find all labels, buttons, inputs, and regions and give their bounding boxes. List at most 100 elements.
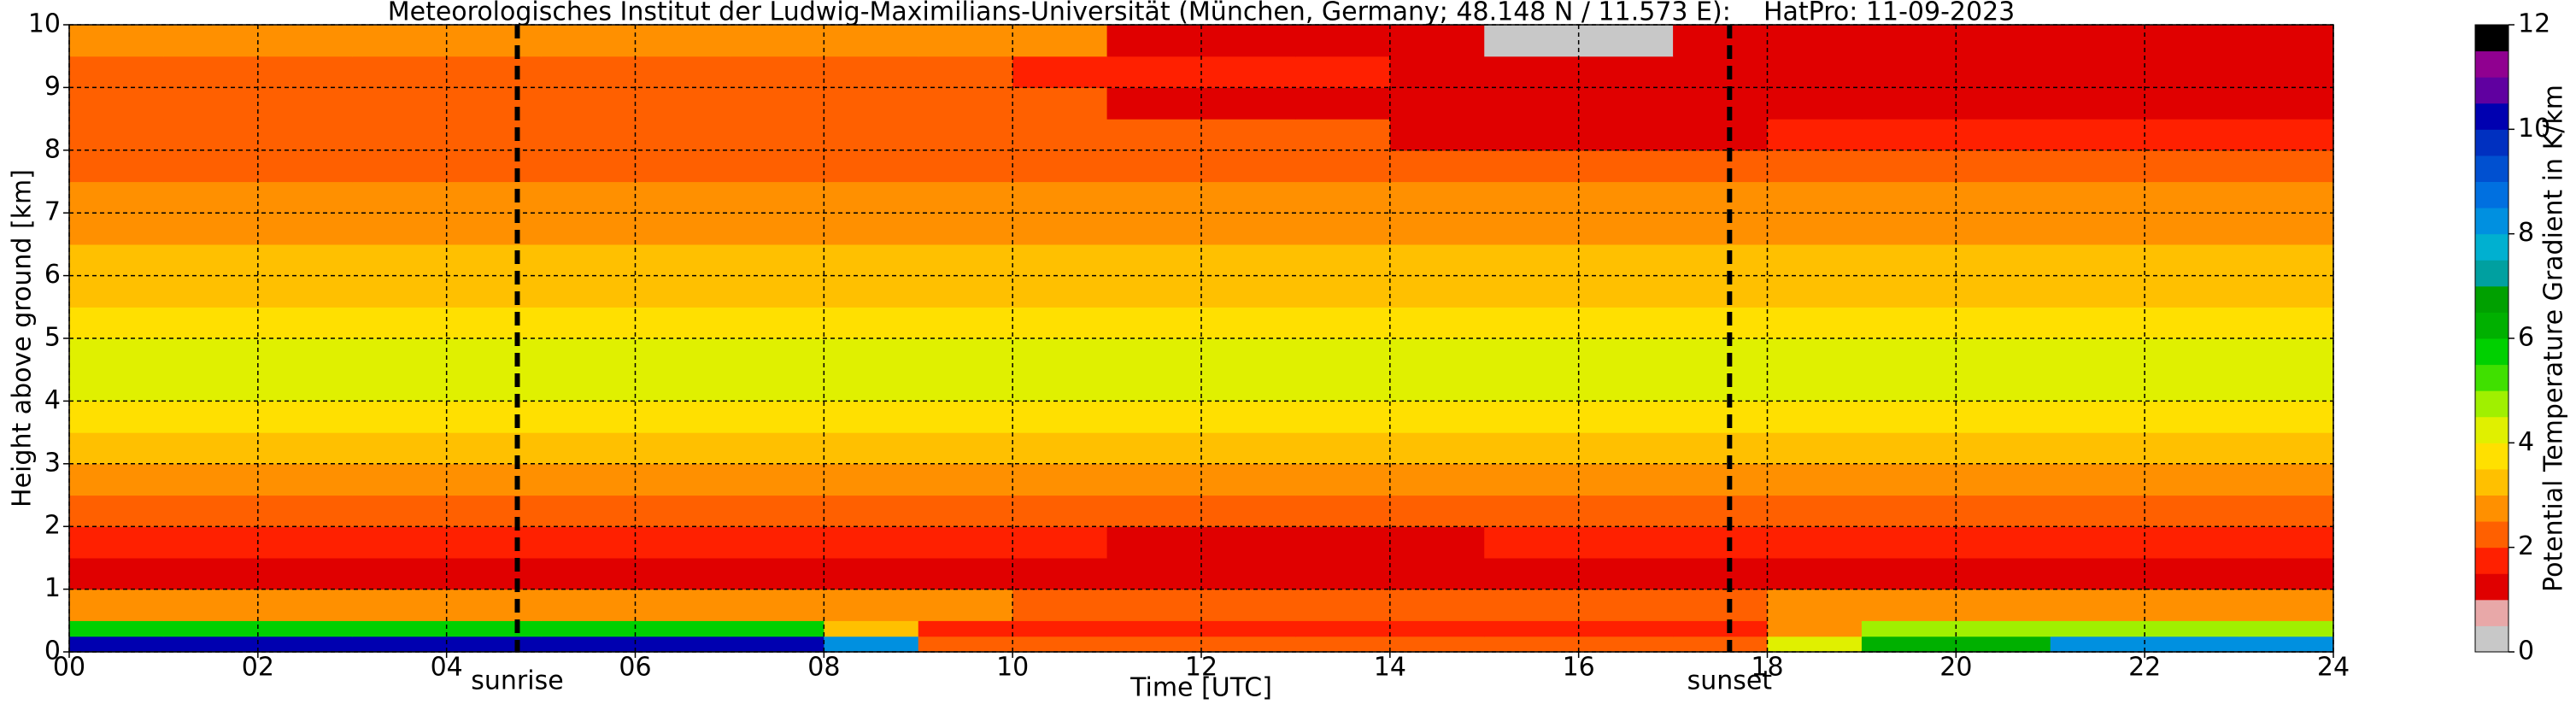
- y-tick-label: 6: [44, 260, 61, 290]
- heatmap-cell: [446, 119, 542, 151]
- heatmap-cell: [257, 119, 353, 151]
- heatmap-cell: [729, 463, 824, 496]
- heatmap-cell: [2239, 25, 2334, 57]
- heatmap-cell: [1106, 636, 1202, 653]
- heatmap-cell: [2050, 432, 2145, 465]
- heatmap-cell: [1012, 307, 1108, 339]
- heatmap-cell: [824, 432, 919, 465]
- heatmap-cell: [918, 526, 1013, 559]
- heatmap-cell: [1767, 87, 1863, 120]
- heatmap-cell: [1484, 87, 1580, 120]
- x-tick-label: 14: [1374, 653, 1406, 683]
- heatmap-cell: [824, 119, 919, 151]
- colorbar-swatch: [2475, 573, 2509, 601]
- colorbar-swatch: [2475, 443, 2509, 470]
- heatmap-cell: [541, 589, 637, 621]
- heatmap-cell: [2239, 636, 2334, 653]
- y-tick-label: 3: [44, 448, 61, 478]
- heatmap-cell: [446, 526, 542, 559]
- colorbar-swatch: [2475, 547, 2509, 574]
- heatmap-cell: [824, 401, 919, 433]
- heatmap-cell: [257, 589, 353, 621]
- heatmap-cell: [257, 369, 353, 402]
- heatmap-cell: [257, 56, 353, 88]
- heatmap-cell: [1295, 401, 1391, 433]
- x-axis-label: Time [UTC]: [1130, 673, 1272, 703]
- heatmap-cell: [69, 620, 165, 637]
- heatmap-cell: [446, 369, 542, 402]
- heatmap-cell: [1578, 432, 1674, 465]
- heatmap-cell: [1578, 369, 1674, 402]
- heatmap-cell: [729, 307, 824, 339]
- heatmap-cell: [2050, 401, 2145, 433]
- heatmap-cell: [635, 495, 731, 527]
- heatmap-cell: [1484, 275, 1580, 308]
- heatmap-cell: [1578, 275, 1674, 308]
- heatmap-cell: [1673, 307, 1769, 339]
- heatmap-cell: [824, 25, 919, 57]
- heatmap-cell: [1201, 213, 1297, 245]
- heatmap-cell: [1767, 307, 1863, 339]
- heatmap-cell: [729, 620, 824, 637]
- heatmap-cell: [1201, 369, 1297, 402]
- heatmap-cell: [1389, 150, 1485, 183]
- heatmap-cell: [1673, 526, 1769, 559]
- heatmap-cell: [1484, 369, 1580, 402]
- heatmap-cell: [824, 463, 919, 496]
- heatmap-cell: [2145, 338, 2240, 371]
- heatmap-cell: [729, 213, 824, 245]
- heatmap-cell: [352, 25, 448, 57]
- heatmap-cell: [1861, 275, 1957, 308]
- heatmap-cell: [352, 401, 448, 433]
- heatmap-cell: [1673, 243, 1769, 277]
- heatmap-cell: [1956, 243, 2051, 277]
- heatmap-cell: [918, 636, 1013, 653]
- heatmap-cell: [257, 181, 353, 214]
- heatmap-cell: [2239, 213, 2334, 245]
- y-tick-label: 7: [44, 197, 61, 227]
- heatmap-cell: [2050, 526, 2145, 559]
- heatmap-cell: [1956, 25, 2051, 57]
- heatmap-cell: [257, 620, 353, 637]
- heatmap-cell: [2145, 119, 2240, 151]
- colorbar-swatch: [2475, 103, 2509, 130]
- heatmap-cell: [729, 338, 824, 371]
- heatmap-cell: [1578, 56, 1674, 88]
- heatmap-cell: [1201, 181, 1297, 214]
- heatmap-cell: [352, 181, 448, 214]
- heatmap-cell: [1201, 620, 1297, 637]
- heatmap-cell: [1012, 56, 1108, 88]
- heatmap-cell: [2145, 307, 2240, 339]
- colorbar-swatch: [2475, 260, 2509, 287]
- heatmap-cell: [446, 589, 542, 621]
- heatmap-cell: [1012, 589, 1108, 621]
- heatmap-cell: [352, 338, 448, 371]
- heatmap-cell: [918, 150, 1013, 183]
- colorbar-swatch: [2475, 233, 2509, 261]
- heatmap-cell: [729, 243, 824, 277]
- heatmap-cell: [2239, 275, 2334, 308]
- heatmap-cell: [918, 119, 1013, 151]
- heatmap-cell: [2145, 275, 2240, 308]
- heatmap-cell: [2239, 495, 2334, 527]
- heatmap-cell: [635, 56, 731, 88]
- heatmap-cell: [1106, 87, 1202, 120]
- heatmap-cell: [635, 636, 731, 653]
- heatmap-cell: [1484, 150, 1580, 183]
- heatmap-cell: [1578, 25, 1674, 57]
- heatmap-cell: [1106, 432, 1202, 465]
- colorbar-swatch: [2475, 416, 2509, 443]
- y-tick-label: 9: [44, 72, 61, 102]
- heatmap-cell: [1295, 636, 1391, 653]
- heatmap-cell: [69, 213, 165, 245]
- heatmap-cell: [163, 338, 259, 371]
- heatmap-cell: [1106, 150, 1202, 183]
- heatmap-cell: [1012, 213, 1108, 245]
- heatmap-cell: [2145, 369, 2240, 402]
- heatmap-cell: [1201, 636, 1297, 653]
- heatmap-cell: [1956, 275, 2051, 308]
- heatmap-cell: [1767, 401, 1863, 433]
- heatmap-cell: [1861, 463, 1957, 496]
- heatmap-cell: [918, 307, 1013, 339]
- heatmap-cell: [69, 119, 165, 151]
